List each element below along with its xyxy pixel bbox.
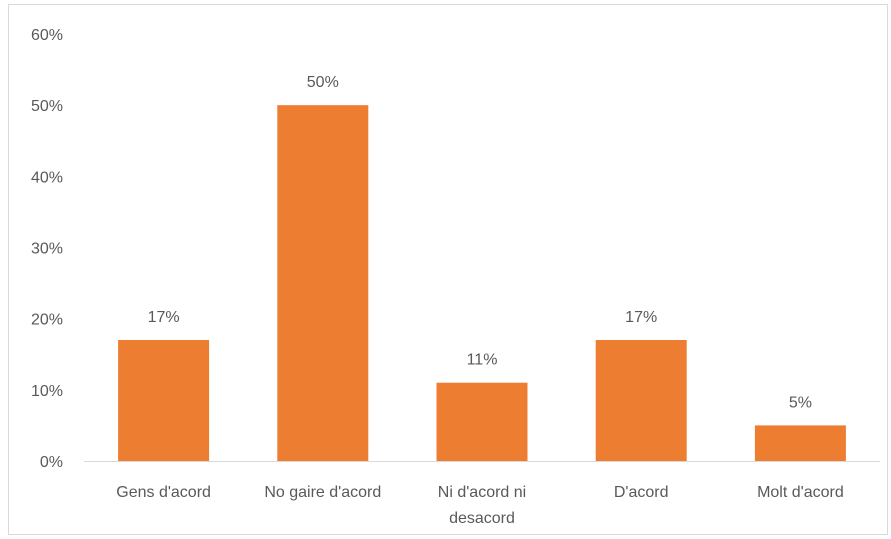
category-label-line: Ni d'acord ni bbox=[438, 484, 526, 501]
y-tick-label: 0% bbox=[40, 454, 63, 471]
category-label: Ni d'acord ni desacord bbox=[438, 484, 526, 527]
bar bbox=[754, 425, 846, 461]
data-label: 5% bbox=[789, 394, 812, 411]
category-label-line: Gens d'acord bbox=[116, 484, 211, 501]
bar bbox=[118, 340, 210, 461]
y-tick-label: 30% bbox=[31, 241, 63, 258]
y-tick-label: 20% bbox=[31, 312, 63, 329]
category-label: No gaire d'acord bbox=[264, 484, 381, 501]
data-label: 17% bbox=[148, 309, 180, 326]
category-label: Molt d'acord bbox=[757, 484, 844, 501]
category-label-line: No gaire d'acord bbox=[264, 484, 381, 501]
category-label: Gens d'acord bbox=[116, 484, 211, 501]
y-tick-label: 50% bbox=[31, 98, 63, 115]
data-label: 17% bbox=[625, 309, 657, 326]
data-label: 50% bbox=[307, 74, 339, 91]
category-label-line: D'acord bbox=[614, 484, 669, 501]
y-tick-label: 40% bbox=[31, 169, 63, 186]
bar bbox=[436, 382, 528, 461]
bar bbox=[595, 340, 687, 461]
category-label: D'acord bbox=[614, 484, 669, 501]
category-label-line: desacord bbox=[449, 510, 515, 527]
bar bbox=[277, 105, 369, 462]
y-tick-label: 10% bbox=[31, 383, 63, 400]
data-label: 11% bbox=[467, 352, 498, 369]
y-tick-label: 60% bbox=[31, 27, 63, 44]
category-label-line: Molt d'acord bbox=[757, 484, 844, 501]
